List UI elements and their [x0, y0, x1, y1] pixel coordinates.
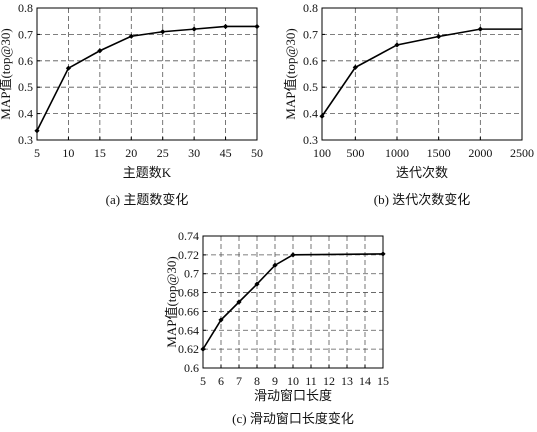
data-point — [97, 48, 103, 54]
y-tick-label: 0.66 — [178, 304, 199, 318]
data-point — [380, 251, 386, 257]
data-point — [218, 317, 224, 323]
plot-frame — [321, 7, 523, 141]
y-tick-label: 0.62 — [178, 342, 199, 356]
chart-caption: (c) 滑动窗口长度变化 — [232, 411, 354, 426]
x-tick-label: 15 — [377, 374, 389, 388]
x-axis-label: 迭代次数 — [396, 165, 448, 180]
series-line — [36, 25, 257, 132]
data-point — [34, 128, 40, 134]
x-tick-label: 30 — [188, 146, 200, 160]
chart-caption: (a) 主题数变化 — [106, 192, 189, 207]
data-point — [272, 262, 278, 268]
series-line — [321, 28, 522, 117]
y-tick-label: 0.6 — [303, 54, 318, 68]
data-point — [65, 65, 72, 71]
y-tick-label: 0.5 — [18, 80, 33, 94]
data-point — [254, 23, 260, 30]
y-tick-label: 0.4 — [303, 107, 318, 121]
x-tick-label: 1500 — [427, 146, 451, 160]
x-tick-label: 9 — [272, 374, 278, 388]
x-tick-label: 15 — [94, 146, 106, 160]
x-tick-label: 500 — [346, 146, 364, 160]
x-tick-label: 1000 — [385, 146, 409, 160]
x-axis-label: 滑动窗口长度 — [254, 388, 332, 403]
data-point — [394, 42, 400, 48]
data-point — [222, 23, 229, 30]
x-tick-label: 25 — [157, 146, 169, 160]
x-tick-label: 100 — [313, 146, 331, 160]
data-point — [236, 299, 242, 305]
data-point — [128, 33, 134, 39]
y-tick-label: 0.3 — [303, 133, 318, 147]
data-point — [191, 26, 197, 32]
data-point — [436, 33, 442, 40]
x-tick-label: 11 — [305, 374, 317, 388]
y-tick-label: 0.4 — [18, 107, 33, 121]
x-tick-label: 2500 — [510, 146, 534, 160]
x-tick-label: 2000 — [468, 146, 492, 160]
x-tick-label: 6 — [218, 374, 224, 388]
y-axis-label: MAP值(top@30) — [0, 28, 13, 119]
x-tick-label: 10 — [62, 146, 74, 160]
data-point — [319, 113, 325, 119]
y-tick-label: 0.7 — [303, 27, 318, 41]
y-tick-label: 0.68 — [178, 286, 199, 300]
x-axis-label: 主题数K — [123, 165, 172, 180]
x-tick-label: 14 — [359, 374, 371, 388]
data-point — [352, 64, 358, 70]
y-tick-label: 0.8 — [18, 1, 33, 15]
x-tick-label: 45 — [220, 146, 232, 160]
x-tick-label: 20 — [125, 146, 137, 160]
x-tick-label: 50 — [251, 146, 263, 160]
data-point — [200, 346, 206, 352]
chart-caption: (b) 迭代次数变化 — [374, 192, 470, 207]
y-tick-label: 0.3 — [18, 133, 33, 147]
x-tick-label: 5 — [34, 146, 40, 160]
y-tick-label: 0.72 — [178, 248, 199, 262]
y-tick-label: 0.74 — [178, 229, 199, 243]
y-tick-label: 0.7 — [18, 27, 33, 41]
chart-0: 0.3 0.4 0.5 0.6 0.7 0.8 5 10 15 20 25 30 45 50 主题数K MAP… — [0, 1, 263, 207]
x-tick-label: 12 — [323, 374, 335, 388]
chart-1: 0.3 0.4 0.5 0.6 0.7 0.8 100 500 1000 1500 2000 2500… — [283, 1, 534, 207]
y-axis-label: MAP值(top@30) — [164, 256, 179, 347]
x-tick-label: 13 — [341, 374, 353, 388]
chart-2: 0.6 0.62 0.64 0.66 0.68 0.7 0.72 0.74 5 6 7 8 9 10 11 1… — [164, 229, 389, 426]
y-tick-label: 0.6 — [18, 54, 33, 68]
y-tick-label: 0.5 — [303, 80, 318, 94]
y-tick-label: 0.64 — [178, 323, 199, 337]
y-tick-label: 0.7 — [184, 267, 199, 281]
y-tick-label: 0.8 — [303, 1, 318, 15]
data-point — [254, 281, 260, 287]
x-tick-label: 10 — [287, 374, 299, 388]
x-tick-label: 5 — [200, 374, 206, 388]
data-point — [477, 26, 483, 32]
plot-frame — [36, 7, 258, 141]
x-tick-label: 7 — [236, 374, 242, 388]
data-point — [160, 29, 166, 35]
data-point — [290, 252, 296, 258]
x-tick-label: 8 — [254, 374, 260, 388]
y-tick-label: 0.6 — [184, 361, 199, 375]
y-axis-label: MAP值(top@30) — [283, 28, 298, 119]
